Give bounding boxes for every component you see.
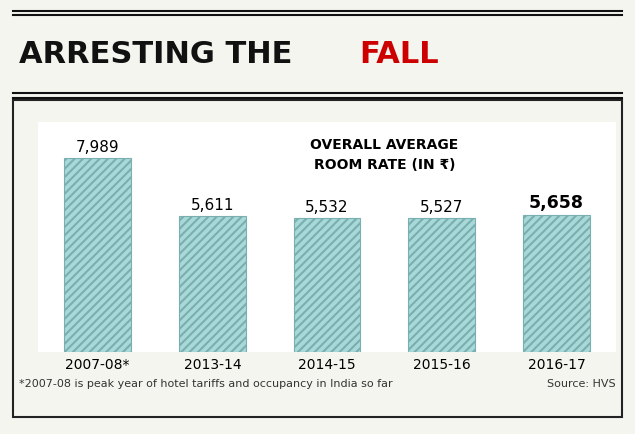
Text: *2007-08 is peak year of hotel tariffs and occupancy in India so far: *2007-08 is peak year of hotel tariffs a… [19, 379, 392, 389]
Text: 5,532: 5,532 [305, 200, 349, 215]
Text: 5,527: 5,527 [420, 200, 464, 215]
Text: OVERALL AVERAGE
ROOM RATE (IN ₹): OVERALL AVERAGE ROOM RATE (IN ₹) [311, 138, 458, 172]
Bar [64, 158, 131, 352]
Text: ARRESTING THE: ARRESTING THE [19, 40, 303, 69]
Bar [408, 218, 475, 352]
Text: 5,611: 5,611 [190, 198, 234, 213]
Text: 7,989: 7,989 [76, 140, 119, 155]
Text: FALL: FALL [359, 40, 438, 69]
Bar [179, 216, 246, 352]
Bar [294, 217, 360, 352]
Bar [523, 214, 590, 352]
Text: Source: HVS: Source: HVS [547, 379, 616, 389]
Text: 5,658: 5,658 [529, 194, 584, 212]
